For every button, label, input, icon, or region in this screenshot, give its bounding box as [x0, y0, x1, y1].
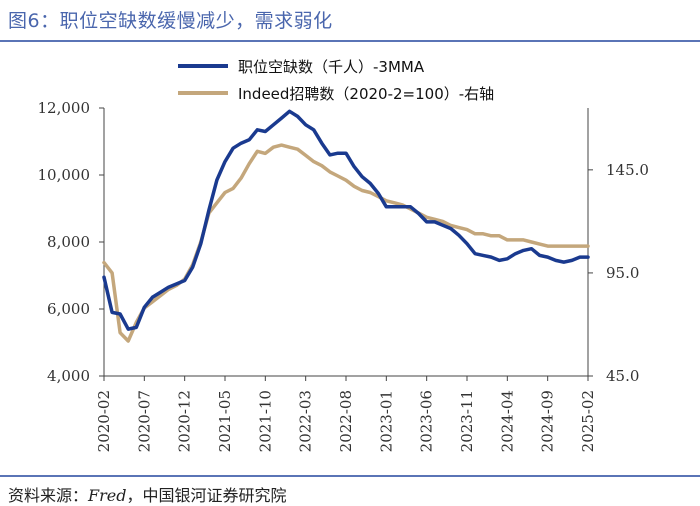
x-tick-label: 2020-12	[176, 390, 194, 452]
legend-label-vacancies: 职位空缺数（千人）-3MMA	[238, 58, 425, 76]
y-left-tick-label: 12,000	[38, 99, 91, 117]
source-prefix: 资料来源：	[8, 486, 89, 505]
y-left-tick-label: 4,000	[47, 367, 90, 385]
source-divider	[0, 475, 700, 477]
line-chart: 4,000 6,000 8,000 10,000 12,000 45.0 95.0 145.0…	[38, 58, 649, 452]
title-divider	[0, 40, 700, 42]
chart-lines	[102, 109, 590, 343]
x-tick-label: 2022-08	[337, 390, 355, 452]
x-tick-label: 2024-04	[498, 390, 516, 452]
y-right-tick-label: 145.0	[606, 161, 649, 179]
source-note: 资料来源：Fred，中国银河证券研究院	[8, 482, 287, 506]
y-right-tick-label: 95.0	[606, 264, 639, 282]
series-line-vacancies	[102, 109, 590, 331]
figure-title: 图6：职位空缺数缓慢减少，需求弱化	[8, 10, 333, 32]
series-line-indeed	[102, 143, 590, 343]
x-tick-label: 2021-10	[256, 390, 274, 452]
chart-legend: 职位空缺数（千人）-3MMA Indeed招聘数（2020-2=100）-右轴	[178, 58, 494, 103]
x-tick-label: 2020-02	[95, 390, 113, 452]
x-tick-label: 2023-11	[458, 390, 476, 452]
x-tick-label: 2022-03	[297, 390, 315, 452]
y-left-tick-label: 10,000	[38, 166, 91, 184]
legend-label-indeed: Indeed招聘数（2020-2=100）-右轴	[238, 85, 494, 103]
source-suffix: ，中国银河证券研究院	[126, 486, 287, 505]
x-tick-label: 2021-05	[216, 390, 234, 452]
y-left-tick-label: 6,000	[47, 300, 90, 318]
chart-axes: 4,000 6,000 8,000 10,000 12,000 45.0 95.0 145.0…	[38, 99, 649, 452]
x-tick-label: 2025-02	[579, 390, 597, 452]
x-tick-label: 2024-09	[539, 390, 557, 452]
x-tick-label: 2023-01	[377, 390, 395, 452]
x-tick-label: 2020-07	[135, 390, 153, 452]
y-left-tick-label: 8,000	[47, 233, 90, 251]
source-name: Fred	[88, 486, 127, 505]
y-right-tick-label: 45.0	[606, 367, 639, 385]
x-tick-label: 2023-06	[418, 390, 436, 452]
